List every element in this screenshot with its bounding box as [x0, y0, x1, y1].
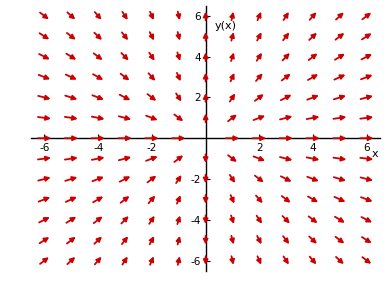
Text: x: x: [372, 149, 378, 160]
Text: y(x): y(x): [215, 21, 237, 31]
